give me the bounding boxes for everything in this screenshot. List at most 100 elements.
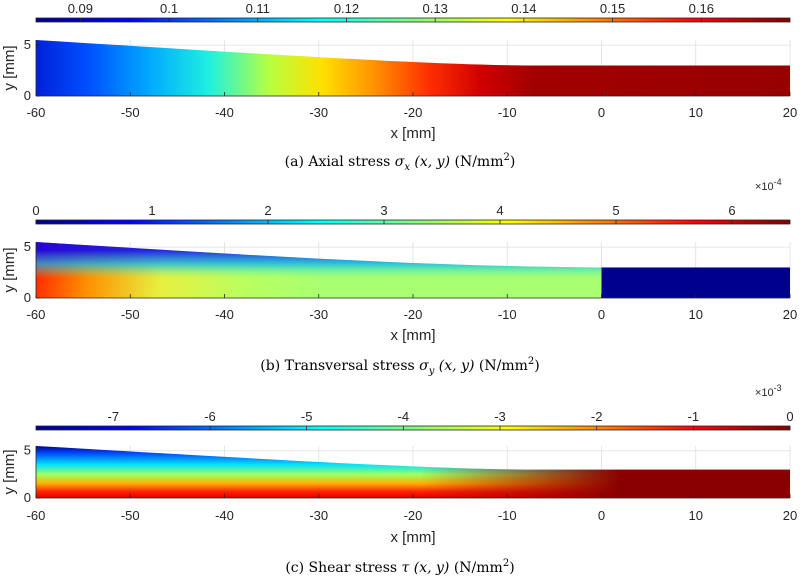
colorbar <box>35 17 791 23</box>
x-tick-label: 20 <box>783 508 797 523</box>
field-shear-stress-right <box>36 446 790 498</box>
x-tick-label: 0 <box>598 307 605 322</box>
x-tick-label: -40 <box>215 508 234 523</box>
x-tick-label: -50 <box>121 508 140 523</box>
x-tick-label: -30 <box>309 508 328 523</box>
x-tick-label: -60 <box>27 307 46 322</box>
colorbar-exponent: ×10-4 <box>755 177 782 193</box>
field-transversal-stress-band <box>36 242 602 298</box>
field-transversal-stress-right <box>601 267 790 298</box>
colorbar-tick-label: 0.09 <box>68 1 93 16</box>
colorbar-exponent-power: -3 <box>774 383 782 393</box>
panel-2: 0 1 2 3 4 5 6 ×10-4 -60 -50 -40 -30 -20 -10 0 10 20 0 5 x [… <box>1 177 797 377</box>
x-tick-label: 20 <box>783 307 797 322</box>
caption-unit-sup: 2 <box>503 558 509 569</box>
x-tick-label: -50 <box>121 307 140 322</box>
y-tick-label: 0 <box>24 88 31 103</box>
caption-prefix: (b) Transversal stress <box>260 358 419 374</box>
field-axial-stress <box>36 40 790 96</box>
colorbar-tick-label: -3 <box>494 409 506 424</box>
x-axis-label: x [mm] <box>391 529 436 546</box>
x-tick-label: -20 <box>404 307 423 322</box>
y-axis-label: y [mm] <box>1 248 18 293</box>
caption-unit-close: ) <box>534 358 539 374</box>
colorbar-tick-label: -2 <box>591 409 603 424</box>
colorbar-tick-label: -7 <box>108 409 120 424</box>
caption-prefix: (a) Axial stress <box>285 154 395 170</box>
x-tick-label: -10 <box>498 508 517 523</box>
panel-1: 0.09 0.1 0.11 0.12 0.13 0.14 0.15 0.16 -60 -50 -40… <box>1 1 797 173</box>
caption-subscript: x <box>404 162 410 173</box>
colorbar-tick-label: 0 <box>786 409 793 424</box>
colorbar-tick-label: 5 <box>612 203 619 218</box>
caption: (a) Axial stress σx (x, y) (N/mm2) <box>285 152 516 173</box>
x-tick-label: -60 <box>27 105 46 120</box>
caption-symbol: σ <box>395 154 405 170</box>
x-tick-label: -40 <box>215 307 234 322</box>
colorbar-tick-label: 4 <box>496 203 503 218</box>
caption: (b) Transversal stress σy (x, y) (N/mm2) <box>260 356 539 377</box>
colorbar-tick-label: 0.16 <box>689 1 714 16</box>
x-tick-label: 10 <box>689 105 703 120</box>
y-tick-label: 0 <box>24 490 31 505</box>
caption-args: (x, y) <box>410 154 455 170</box>
x-tick-label: -50 <box>121 105 140 120</box>
y-axis-label: y [mm] <box>1 46 18 91</box>
colorbar-tick-label: 0.12 <box>334 1 359 16</box>
x-tick-label: 20 <box>783 105 797 120</box>
x-tick-label: -30 <box>309 307 328 322</box>
colorbar-tick-label: 0 <box>32 203 39 218</box>
panel-3: -7 -6 -5 -4 -3 -2 -1 0×10-3-60 -50 -40 -30 -20 -10 0 1… <box>1 383 797 576</box>
y-tick-label: 0 <box>24 290 31 305</box>
x-tick-label: -40 <box>215 105 234 120</box>
caption-args: (x, y) <box>409 560 454 576</box>
y-axis-label: y [mm] <box>1 450 18 495</box>
colorbar-tick-label: 6 <box>728 203 735 218</box>
colorbar-tick-label: 0.15 <box>600 1 625 16</box>
colorbar-tick-label: 2 <box>264 203 271 218</box>
colorbar-exponent: ×10-3 <box>755 383 782 399</box>
x-tick-label: 0 <box>598 508 605 523</box>
caption-symbol: σ <box>419 358 429 374</box>
colorbar-tick-label: -4 <box>398 409 410 424</box>
x-tick-label: -10 <box>498 105 517 120</box>
colorbar-tick-label: 0.14 <box>511 1 536 16</box>
x-tick-label: 10 <box>689 508 703 523</box>
caption-unit-sup: 2 <box>503 152 509 163</box>
colorbar-tick-label: 3 <box>380 203 387 218</box>
caption-args: (x, y) <box>434 358 479 374</box>
colorbar-tick-label: -6 <box>204 409 216 424</box>
y-tick-label: 5 <box>24 239 31 254</box>
colorbar-tick-label: 1 <box>148 203 155 218</box>
x-tick-label: 0 <box>598 105 605 120</box>
caption-symbol: τ <box>402 560 410 576</box>
caption-subscript: y <box>428 366 435 377</box>
colorbar <box>35 425 791 431</box>
x-tick-label: -20 <box>404 105 423 120</box>
colorbar-tick-label: -1 <box>688 409 700 424</box>
x-tick-label: -20 <box>404 508 423 523</box>
caption-prefix: (c) Shear stress <box>285 560 401 576</box>
colorbar-tick-label: 0.1 <box>160 1 178 16</box>
y-tick-label: 5 <box>24 37 31 52</box>
caption-unit-close: ) <box>509 560 514 576</box>
x-tick-label: -60 <box>27 508 46 523</box>
x-tick-label: 10 <box>689 307 703 322</box>
colorbar-tick-label: 0.11 <box>246 1 270 16</box>
x-tick-label: -10 <box>498 307 517 322</box>
caption-unit-sup: 2 <box>528 356 534 367</box>
caption-unit-close: ) <box>510 154 515 170</box>
colorbar <box>35 219 791 225</box>
colorbar-tick-label: -5 <box>301 409 313 424</box>
x-tick-label: -30 <box>309 105 328 120</box>
caption-unit-open: (N/mm <box>454 560 503 576</box>
caption-unit-open: (N/mm <box>455 154 504 170</box>
x-axis-label: x [mm] <box>391 327 436 344</box>
caption-unit-open: (N/mm <box>479 358 528 374</box>
colorbar-exponent-power: -4 <box>774 177 782 187</box>
colorbar-tick-label: 0.13 <box>423 1 448 16</box>
y-tick-label: 5 <box>24 443 31 458</box>
caption: (c) Shear stress τ (x, y) (N/mm2) <box>285 558 514 576</box>
x-axis-label: x [mm] <box>391 125 436 142</box>
